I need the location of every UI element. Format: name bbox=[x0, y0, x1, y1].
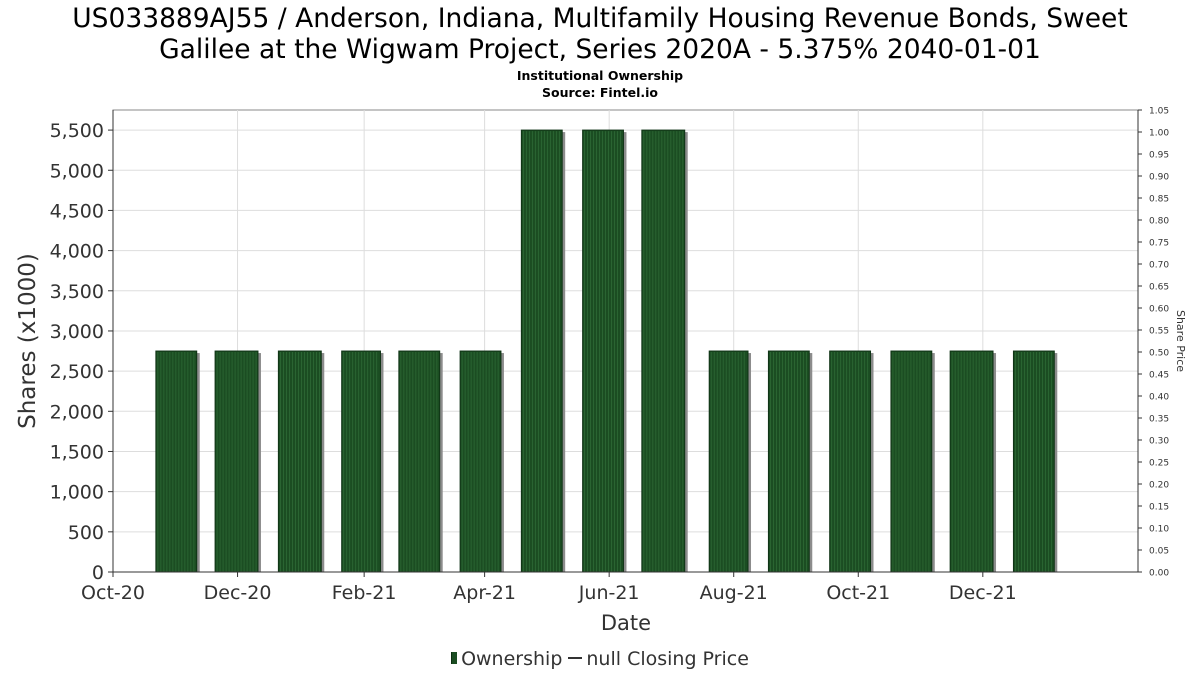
y2-tick-label: 0.15 bbox=[1149, 503, 1169, 513]
ownership-bar bbox=[341, 350, 381, 573]
ownership-bar bbox=[520, 129, 563, 573]
ownership-bar bbox=[1012, 350, 1055, 573]
x-tick-label: Dec-21 bbox=[949, 582, 1017, 604]
ownership-bar bbox=[829, 350, 872, 573]
x-tick-label: Feb-21 bbox=[332, 582, 397, 604]
ownership-bar bbox=[214, 350, 259, 573]
y2-tick-label: 0.90 bbox=[1149, 173, 1169, 183]
x-tick-label: Oct-21 bbox=[826, 582, 890, 604]
y-tick-label: 1,500 bbox=[50, 441, 104, 463]
y-tick-label: 3,000 bbox=[50, 321, 104, 343]
y2-axis-label: Share Price bbox=[1174, 310, 1187, 372]
chart-source: Source: Fintel.io bbox=[542, 85, 658, 100]
x-tick-label: Oct-20 bbox=[81, 582, 145, 604]
y2-tick-label: 0.50 bbox=[1149, 349, 1169, 359]
ownership-bar bbox=[890, 350, 933, 573]
y2-tick-label: 0.75 bbox=[1149, 239, 1169, 249]
y2-axis: 0.00 0.05 0.10 0.15 0.20 0.25 0.30 0.35 0.40 0.45… bbox=[1137, 107, 1169, 579]
y2-tick-label: 0.45 bbox=[1149, 371, 1169, 381]
y2-tick-label: 0.10 bbox=[1149, 525, 1169, 535]
y2-tick-label: 0.05 bbox=[1149, 547, 1169, 557]
y-axis: 0 500 1,000 1,500 2,000 2,500 3,000 3,500 4,000 4… bbox=[50, 110, 114, 584]
y2-tick-label: 0.65 bbox=[1149, 283, 1169, 293]
x-tick-label: Apr-21 bbox=[453, 582, 516, 604]
y2-tick-label: 0.35 bbox=[1149, 415, 1169, 425]
y2-tick-label: 0.20 bbox=[1149, 481, 1169, 491]
y-tick-label: 5,000 bbox=[50, 160, 104, 182]
chart-legend: Ownership null Closing Price bbox=[0, 648, 1200, 670]
chart-title-line-2: Galilee at the Wigwam Project, Series 20… bbox=[159, 34, 1041, 65]
ownership-bar bbox=[949, 350, 994, 573]
x-tick-label: Jun-21 bbox=[578, 582, 640, 604]
y-tick-label: 4,500 bbox=[50, 200, 104, 222]
y-tick-label: 4,000 bbox=[50, 241, 104, 263]
x-tick-label: Aug-21 bbox=[700, 582, 768, 604]
price-legend-label: null Closing Price bbox=[586, 648, 749, 670]
y2-tick-label: 1.00 bbox=[1149, 129, 1169, 139]
y2-tick-label: 0.95 bbox=[1149, 151, 1169, 161]
y2-tick-label: 0.70 bbox=[1149, 261, 1169, 271]
chart-subtitle: Institutional Ownership bbox=[516, 68, 684, 83]
y2-tick-label: 0.40 bbox=[1149, 393, 1169, 403]
y-tick-label: 2,000 bbox=[50, 401, 104, 423]
y2-tick-label: 0.80 bbox=[1149, 217, 1169, 227]
y2-tick-label: 0.60 bbox=[1149, 305, 1169, 315]
ownership-bars bbox=[155, 129, 1058, 573]
y-tick-label: 3,500 bbox=[50, 281, 104, 303]
y2-tick-label: 0.85 bbox=[1149, 195, 1169, 205]
y2-tick-label: 0.25 bbox=[1149, 459, 1169, 469]
x-axis: Oct-20 Dec-20 Feb-21 Apr-21 Jun-21 Aug-21 Oct-… bbox=[81, 571, 1138, 604]
y-tick-label: 2,500 bbox=[50, 361, 104, 383]
y2-tick-label: 0.30 bbox=[1149, 437, 1169, 447]
ownership-bar bbox=[277, 350, 322, 573]
x-tick-label: Dec-20 bbox=[204, 582, 272, 604]
ownership-legend-label: Ownership bbox=[461, 648, 563, 670]
ownership-bar bbox=[708, 350, 749, 573]
y-tick-label: 500 bbox=[68, 522, 104, 544]
ownership-bar bbox=[767, 350, 810, 573]
y-tick-label: 0 bbox=[92, 562, 104, 584]
price-legend-line bbox=[568, 656, 583, 659]
y2-tick-label: 0.55 bbox=[1149, 327, 1169, 337]
ownership-legend-swatch bbox=[451, 651, 458, 664]
ownership-bar bbox=[641, 129, 686, 573]
y-tick-label: 1,000 bbox=[50, 482, 104, 504]
y-tick-label: 5,500 bbox=[50, 120, 104, 142]
chart-title-line-1: US033889AJ55 / Anderson, Indiana, Multif… bbox=[72, 3, 1128, 34]
x-axis-label: Date bbox=[601, 611, 651, 635]
y-axis-label: Shares (x1000) bbox=[15, 253, 41, 429]
y2-tick-label: 1.05 bbox=[1149, 107, 1169, 117]
ownership-bar bbox=[582, 129, 624, 573]
y2-tick-label: 0.00 bbox=[1149, 569, 1169, 579]
